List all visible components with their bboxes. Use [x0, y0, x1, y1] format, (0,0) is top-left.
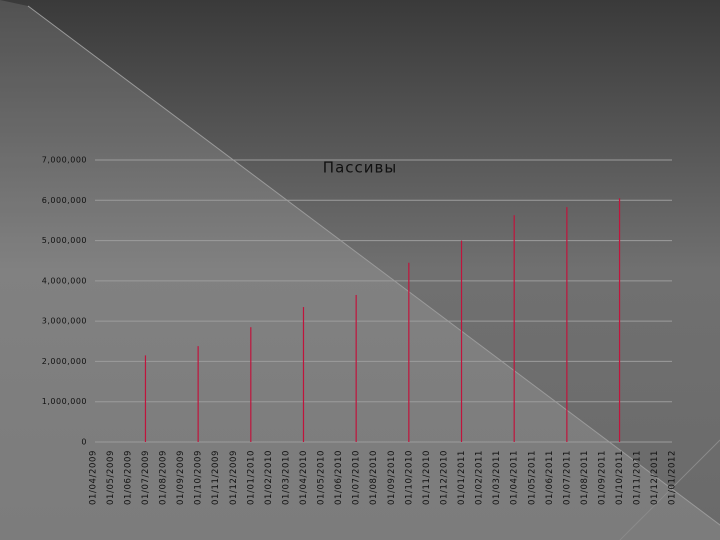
x-tick-label: 01/02/2010	[264, 450, 274, 505]
x-tick-label: 01/01/2012	[668, 450, 678, 505]
bar	[566, 207, 568, 442]
x-tick-label: 01/12/2010	[439, 450, 449, 505]
x-tick-label: 01/05/2010	[317, 450, 327, 505]
x-tick-label: 01/12/2009	[229, 450, 239, 505]
y-tick-label: 4,000,000	[42, 276, 87, 285]
bar	[618, 198, 621, 442]
bar	[513, 215, 515, 442]
y-tick-label: 7,000,000	[42, 156, 87, 165]
x-tick-label: 01/02/2011	[475, 450, 485, 505]
bar	[355, 294, 357, 442]
x-tick-label: 01/06/2009	[123, 450, 133, 505]
x-tick-label: 01/05/2011	[527, 450, 537, 505]
chart-title: Пассивы	[323, 159, 397, 177]
x-tick-label: 01/05/2009	[106, 450, 116, 505]
x-tick-label: 01/07/2010	[352, 450, 362, 505]
x-tick-label: 01/08/2011	[580, 450, 590, 505]
decor-line	[27, 5, 720, 526]
decor-line	[619, 439, 720, 540]
x-tick-label: 01/11/2009	[211, 450, 221, 505]
y-tick-label: 5,000,000	[42, 236, 87, 245]
x-tick-label: 01/01/2011	[457, 450, 467, 505]
x-tick-label: 01/01/2010	[246, 450, 256, 505]
bar	[250, 327, 252, 442]
x-tick-label: 01/12/2011	[650, 450, 660, 505]
y-tick-label: 0	[81, 438, 87, 447]
x-tick-label: 01/03/2011	[492, 450, 502, 505]
x-tick-label: 01/09/2009	[176, 450, 186, 505]
y-tick-label: 2,000,000	[42, 357, 87, 366]
y-tick-label: 3,000,000	[42, 317, 87, 326]
x-tick-label: 01/10/2010	[404, 450, 414, 505]
x-tick-label: 01/07/2011	[562, 450, 572, 505]
x-tick-label: 01/06/2011	[545, 450, 555, 505]
x-tick-label: 01/11/2010	[422, 450, 432, 505]
x-tick-label: 01/11/2011	[633, 450, 643, 505]
bar	[460, 240, 463, 442]
x-tick-label: 01/08/2009	[159, 450, 169, 505]
x-tick-label: 01/04/2011	[510, 450, 520, 505]
x-tick-label: 01/10/2009	[194, 450, 204, 505]
x-tick-label: 01/04/2010	[299, 450, 309, 505]
y-tick-label: 1,000,000	[42, 397, 87, 406]
x-tick-label: 01/09/2011	[597, 450, 607, 505]
x-tick-label: 01/04/2009	[88, 450, 98, 505]
y-tick-label: 6,000,000	[42, 196, 87, 205]
x-tick-label: 01/06/2010	[334, 450, 344, 505]
bar	[197, 346, 199, 442]
x-tick-label: 01/07/2009	[141, 450, 151, 505]
x-tick-label: 01/03/2010	[281, 450, 291, 505]
x-tick-label: 01/08/2010	[369, 450, 379, 505]
bar	[408, 262, 410, 442]
x-tick-label: 01/09/2010	[387, 450, 397, 505]
x-tick-label: 01/10/2011	[615, 450, 625, 505]
bar	[302, 307, 305, 442]
bar	[144, 355, 147, 442]
